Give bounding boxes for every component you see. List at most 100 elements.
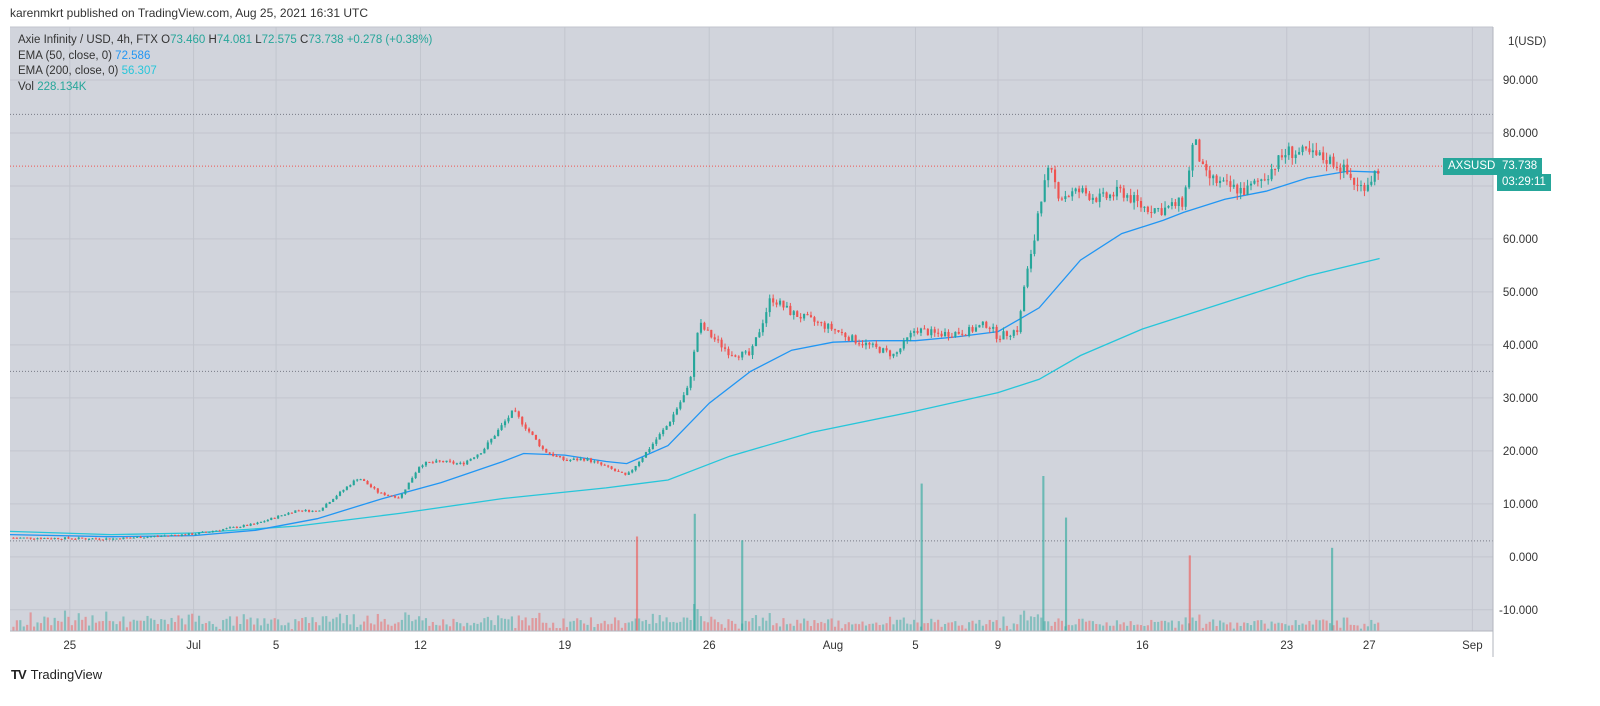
volume-bar — [620, 627, 623, 631]
time-tick-label: 23 — [1280, 640, 1293, 652]
candle-body — [538, 439, 541, 447]
volume-bar — [94, 622, 98, 631]
candle-body — [115, 538, 118, 540]
volume-spike-bar — [920, 483, 923, 631]
candle-body — [29, 537, 32, 539]
candle-body — [806, 314, 809, 316]
volume-spike-bar — [1064, 517, 1068, 631]
volume-bar — [359, 624, 362, 631]
ema200-line[interactable] — [10, 257, 1380, 536]
legend-close-label: C — [300, 34, 309, 46]
candle-body — [1260, 179, 1263, 181]
volume-bar — [809, 626, 813, 631]
candle-body — [332, 499, 335, 502]
volume-bar — [813, 620, 816, 631]
candle-body — [644, 452, 648, 458]
last-price-badge: 73.738 — [1497, 157, 1543, 175]
ema50-line[interactable] — [10, 170, 1380, 538]
volume-bar — [998, 628, 1002, 631]
candle-body — [562, 456, 565, 461]
volume-bar — [1328, 623, 1332, 631]
volume-bar — [720, 624, 723, 631]
candle-body — [466, 460, 469, 465]
volume-bar — [706, 622, 709, 631]
legend-volume-row[interactable]: Vol 228.134K — [18, 80, 432, 96]
candle-body — [304, 509, 307, 512]
volume-bar — [895, 619, 898, 631]
volume-bar — [1036, 614, 1039, 631]
candle-body — [844, 332, 847, 338]
candle-body — [246, 524, 249, 526]
volume-bar — [1136, 624, 1139, 631]
volume-bar — [1095, 623, 1098, 631]
volume-bar — [273, 618, 276, 631]
volume-bar — [641, 621, 644, 631]
candle-body — [22, 537, 25, 539]
candle-body — [827, 323, 830, 329]
candle-body — [1108, 194, 1112, 199]
volume-bar — [332, 618, 335, 631]
volume-bar — [356, 627, 359, 631]
candle-body — [892, 353, 895, 357]
candle-body — [1218, 180, 1222, 184]
axes: -10.000 0.000 10.000 20.000 30.000 40.000 50.0… — [10, 27, 1547, 657]
plot-area[interactable] — [10, 27, 1493, 631]
candle-body — [631, 470, 634, 473]
candle-body — [1194, 139, 1198, 145]
volume-bar — [383, 618, 386, 631]
volume-bar — [1047, 621, 1050, 631]
candle-body — [139, 536, 142, 538]
candle-body — [937, 332, 940, 334]
volume-bar — [792, 625, 795, 631]
legend-ema50-row[interactable]: EMA (50, close, 0) 72.586 — [18, 49, 432, 65]
volume-bar — [170, 617, 173, 631]
volume-bar — [930, 618, 933, 631]
candle-body — [803, 314, 806, 319]
volume-bar — [139, 620, 142, 631]
price-tick-label: 60.000 — [1503, 234, 1538, 246]
candle-body — [455, 463, 458, 465]
volume-bar — [689, 619, 692, 631]
volume-bar — [143, 620, 146, 631]
candle-body — [318, 510, 321, 512]
volume-bar — [263, 618, 266, 631]
volume-bar — [1273, 623, 1277, 631]
volume-bar — [187, 614, 190, 631]
volume-bar — [610, 623, 613, 631]
volume-bar — [1102, 625, 1105, 631]
tradingview-logo[interactable]: TV TradingView — [11, 667, 102, 682]
candle-body — [1160, 208, 1163, 215]
volume-bar — [469, 625, 472, 631]
volume-bar — [638, 618, 641, 631]
candle-body — [778, 300, 782, 305]
candle-body — [995, 326, 998, 339]
candle-body — [1188, 170, 1191, 188]
legend-ema200-row[interactable]: EMA (200, close, 0) 56.307 — [18, 64, 432, 80]
candle-body — [1270, 169, 1273, 180]
candle-body — [1229, 181, 1232, 187]
candle-body — [1359, 185, 1363, 187]
volume-bar — [1311, 624, 1314, 631]
candle-body — [1067, 196, 1070, 198]
candle-body — [373, 487, 376, 489]
candle-body — [311, 510, 314, 512]
volume-bar — [1126, 625, 1129, 631]
candle-body — [1050, 167, 1053, 170]
volume-bar — [1263, 623, 1266, 631]
volume-bar — [1253, 621, 1256, 631]
candle-body — [63, 537, 67, 540]
volume-bar — [338, 613, 342, 631]
volume-bar — [923, 623, 926, 631]
candle-body — [761, 323, 764, 333]
volume-bar — [734, 623, 737, 631]
candle-body — [514, 410, 517, 412]
candle-body — [754, 337, 758, 347]
volume-spike-bar — [1042, 476, 1045, 631]
volume-bar — [1325, 620, 1328, 631]
volume-bar — [510, 616, 513, 631]
candle-body — [1074, 188, 1077, 192]
volume-bar — [1029, 616, 1033, 631]
candle-body — [105, 538, 108, 540]
candle-body — [98, 538, 101, 540]
